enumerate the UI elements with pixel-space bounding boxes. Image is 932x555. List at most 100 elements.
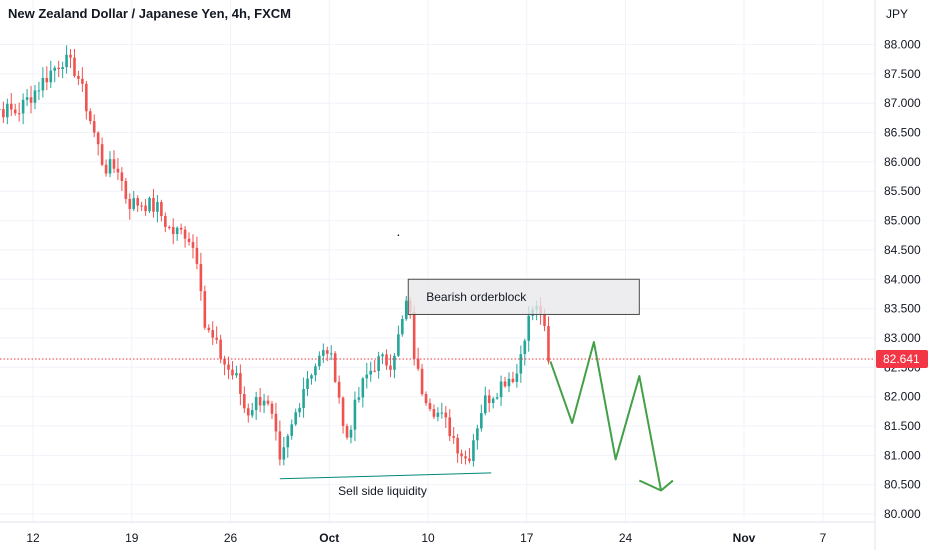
price-tick-label: 81.000 <box>884 448 921 462</box>
candle-body <box>61 67 64 70</box>
candle-body <box>195 247 199 264</box>
candle-body <box>120 172 124 182</box>
candle-body <box>310 375 313 379</box>
candle-body <box>448 417 452 437</box>
candle-body <box>266 400 270 404</box>
candle-body <box>45 77 49 83</box>
candle-body <box>527 315 531 341</box>
candle-body <box>393 355 396 370</box>
candle-body <box>9 103 13 110</box>
candle-body <box>183 229 187 239</box>
candle-body <box>476 428 479 441</box>
candle-body <box>373 370 376 372</box>
price-tick-label: 82.000 <box>884 390 921 404</box>
chart-title: New Zealand Dollar / Japanese Yen, 4h, F… <box>8 6 291 21</box>
candle-body <box>377 356 380 371</box>
candle-body <box>369 370 373 375</box>
candle-body <box>81 78 84 84</box>
candle-body <box>33 90 37 103</box>
candle-body <box>140 205 143 207</box>
candle-body <box>96 132 100 145</box>
candle-body <box>69 54 72 58</box>
candle-body <box>511 378 515 382</box>
candle-body <box>341 397 345 426</box>
candle-body <box>207 327 211 331</box>
candle-body <box>353 399 357 430</box>
sell-side-liquidity-label: Sell side liquidity <box>338 484 427 498</box>
candle-body <box>491 398 495 404</box>
candle-body <box>2 109 5 118</box>
candle-body <box>144 205 147 212</box>
candle-body <box>41 77 45 91</box>
candle-body <box>452 436 455 438</box>
candle-body <box>329 353 333 355</box>
bearish-orderblock-box <box>407 278 640 315</box>
candle-body <box>13 109 17 114</box>
candle-body <box>128 198 132 210</box>
price-tick-label: 85.500 <box>884 184 921 198</box>
candle-body <box>416 358 420 369</box>
candle-body <box>282 447 286 460</box>
candle-body <box>519 354 523 374</box>
price-tick-label: 84.000 <box>884 272 921 286</box>
candle-body <box>239 373 242 394</box>
price-tick-label: 86.000 <box>884 155 921 169</box>
candle-body <box>112 159 116 169</box>
candle-body <box>0 109 1 111</box>
candle-body <box>262 400 266 406</box>
price-tick-label: 85.000 <box>884 214 921 228</box>
candles <box>0 45 550 467</box>
candle-body <box>420 368 424 395</box>
candle-body <box>385 354 388 366</box>
price-tick-label: 84.500 <box>884 243 921 257</box>
candle-body <box>325 350 329 354</box>
candle-body <box>73 57 76 76</box>
candle-body <box>389 365 392 370</box>
price-tick-label: 88.000 <box>884 38 921 52</box>
candle-body <box>487 395 491 404</box>
candle-body <box>428 403 432 410</box>
candle-body <box>290 424 294 436</box>
candle-body <box>104 164 108 174</box>
candle-body <box>333 353 337 382</box>
candle-body <box>503 381 507 387</box>
candle-body <box>100 144 104 165</box>
price-tick-label: 87.500 <box>884 67 921 81</box>
candle-body <box>246 408 250 416</box>
annotations: Bearish orderblock Sell side liquidity <box>279 234 674 498</box>
price-tick-label: 86.500 <box>884 126 921 140</box>
candle-body <box>231 369 234 376</box>
candle-body <box>227 364 230 370</box>
candle-body <box>318 355 321 367</box>
time-axis[interactable]: 12 19 26 Oct 10 17 24 Nov 7 <box>0 521 875 545</box>
price-tick-label: 83.500 <box>884 302 921 316</box>
candle-body <box>464 456 467 459</box>
price-axis-currency: JPY <box>886 7 908 21</box>
candle-body <box>480 413 483 429</box>
orderblock-label: Bearish orderblock <box>426 290 527 304</box>
time-tick-label: 10 <box>421 531 435 545</box>
time-tick-label: Nov <box>733 531 756 545</box>
candle-body <box>156 202 159 212</box>
time-tick-label: 26 <box>224 531 238 545</box>
candle-body <box>499 381 503 398</box>
candle-body <box>381 354 384 357</box>
candle-body <box>152 197 155 212</box>
candle-body <box>495 397 499 399</box>
candle-body <box>49 70 53 83</box>
candle-body <box>65 54 68 68</box>
candle-body <box>274 413 278 432</box>
candle-body <box>523 340 527 355</box>
candle-body <box>322 350 325 356</box>
grid <box>0 0 875 522</box>
candle-body <box>294 412 297 425</box>
price-axis[interactable]: JPY80.00080.50081.00081.50082.00082.5008… <box>874 0 928 550</box>
price-tick-label: 80.000 <box>884 507 921 521</box>
candle-body <box>440 412 444 414</box>
candle-body <box>148 197 151 212</box>
candle-body <box>116 168 120 173</box>
sell-side-liquidity-line <box>279 472 492 480</box>
candle-body <box>85 83 88 112</box>
